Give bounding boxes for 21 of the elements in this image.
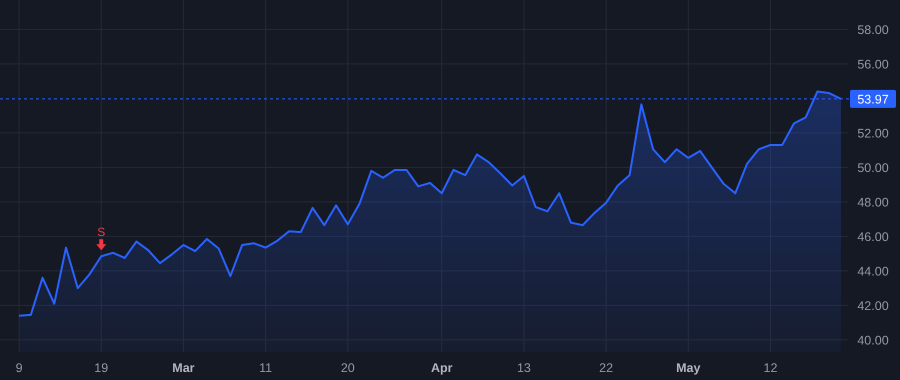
x-tick-label: 11 <box>259 361 272 375</box>
x-tick-label: 22 <box>599 361 614 375</box>
x-tick-label: May <box>676 361 701 375</box>
y-tick-label: 50.00 <box>857 160 889 175</box>
ref-line-label: 53.97 <box>857 92 889 106</box>
y-tick-label: 44.00 <box>857 264 889 278</box>
y-tick-label: 58.00 <box>857 22 889 37</box>
annotation: S <box>97 225 106 240</box>
y-tick-label: 56.00 <box>857 57 889 72</box>
x-tick-label: Apr <box>430 361 453 375</box>
x-tick-label: 9 <box>16 361 23 375</box>
y-tick-label: 42.00 <box>857 298 889 313</box>
y-tick-label: 48.00 <box>857 195 889 210</box>
y-tick-label: 40.00 <box>857 333 889 348</box>
x-tick-label: 12 <box>764 361 778 375</box>
x-tick-label: 13 <box>516 361 531 375</box>
y-tick-label: 46.00 <box>857 230 889 244</box>
y-tick-label: 52.00 <box>857 126 889 140</box>
x-tick-label: 20 <box>340 361 355 375</box>
x-tick-label: 19 <box>94 361 108 375</box>
x-tick-label: Mar <box>172 361 195 375</box>
